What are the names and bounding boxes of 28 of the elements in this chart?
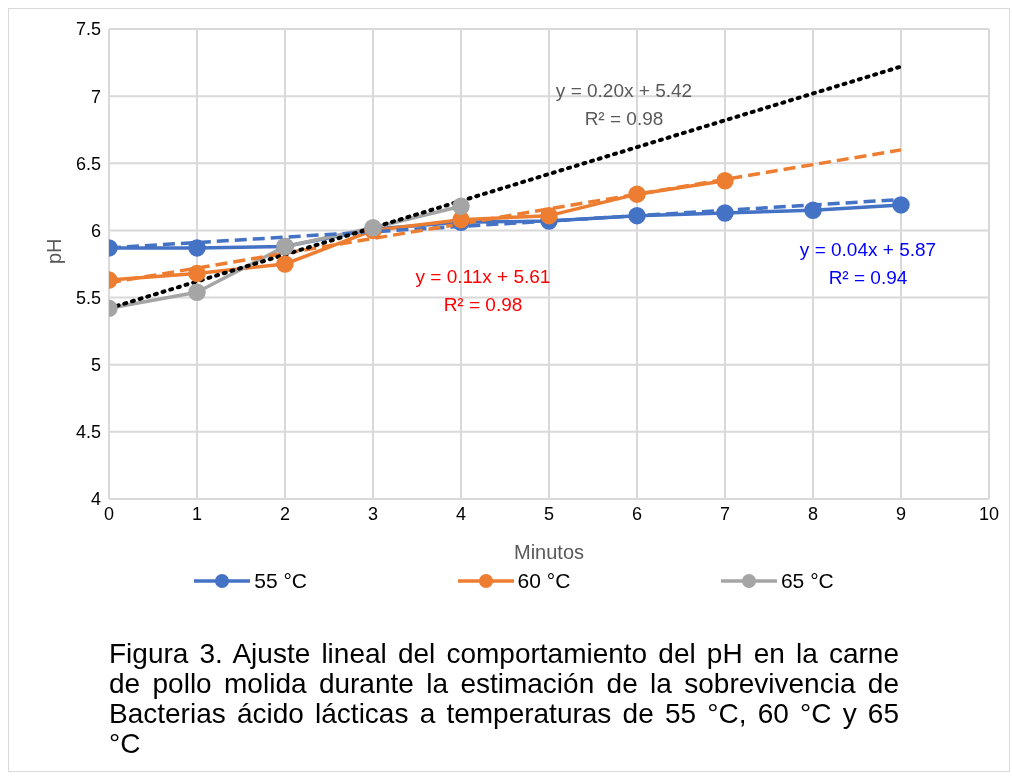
y-tick-label: 5 <box>90 355 101 376</box>
x-axis-title: Minutos <box>513 541 585 563</box>
x-tick-label: 3 <box>367 503 379 524</box>
text: Figura 3. Ajuste lineal del comportamiento del pH en la carne de pollo molida durante la estimación de la sobrevivencia de Bacterias ácido lácticas a temperaturas de 55 °C, 60 °C y 65 °C <box>108 637 900 761</box>
legend-label: 65 °C <box>779 569 834 593</box>
y-tick-label: 7.5 <box>75 19 101 40</box>
x-tick-label: 2 <box>279 503 291 524</box>
x-tick-label: 6 <box>631 503 643 524</box>
y-tick-label: 6.5 <box>75 153 101 174</box>
x-tick-label: 1 <box>191 503 203 524</box>
x-tick-label: 5 <box>543 503 555 524</box>
annotation: y = 0.11x + 5.61 R² = 0.98 <box>415 265 551 317</box>
legend-label: 60 °C <box>516 569 571 593</box>
y-tick-label: 6 <box>90 220 101 241</box>
annotation: y = 0.04x + 5.87 R² = 0.94 <box>799 238 937 290</box>
y-tick-label: 4.5 <box>75 422 101 443</box>
y-axis-title: pH <box>43 238 66 264</box>
y-tick-label: 7 <box>90 86 101 107</box>
x-tick-label: 4 <box>455 503 467 524</box>
x-tick-label: 0 <box>103 503 115 524</box>
x-tick-label: 7 <box>719 503 731 524</box>
annotation: y = 0.20x + 5.42 R² = 0.98 <box>555 79 693 131</box>
legend-label: 55 °C <box>253 569 308 593</box>
y-tick-label: 5.5 <box>75 287 101 308</box>
x-tick-label: 8 <box>807 503 819 524</box>
y-tick-label: 4 <box>90 489 101 510</box>
x-tick-label: 9 <box>895 503 907 524</box>
x-tick-label: 10 <box>978 503 1000 524</box>
